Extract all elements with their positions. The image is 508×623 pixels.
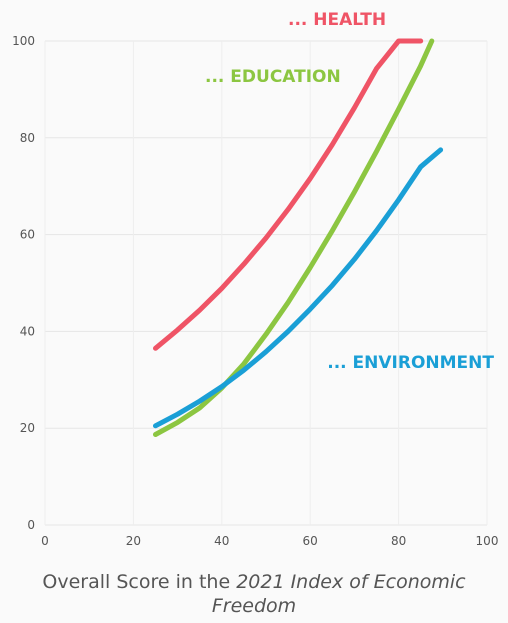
x-axis-title-prefix: Overall Score in the (42, 571, 237, 593)
x-tick-label: 60 (303, 534, 318, 548)
x-axis-ticks: 0 20 40 60 80 100 (41, 534, 498, 548)
series-lines (153, 38, 444, 437)
y-tick-label: 60 (20, 228, 35, 242)
y-tick-label: 20 (20, 421, 35, 435)
y-tick-label: 100 (12, 34, 35, 48)
series-line-education (153, 38, 435, 437)
series-labels: ... HEALTH ... EDUCATION ... ENVIRONMENT (205, 10, 494, 373)
y-tick-label: 40 (20, 324, 35, 338)
series-label-environment: ... ENVIRONMENT (327, 353, 494, 373)
y-tick-label: 0 (27, 518, 35, 532)
x-tick-label: 40 (214, 534, 229, 548)
x-axis-title: Overall Score in the 2021 Index of Econo… (0, 570, 508, 618)
x-tick-label: 80 (391, 534, 406, 548)
x-tick-label: 0 (41, 534, 49, 548)
grid-lines (44, 40, 488, 526)
series-label-health: ... HEALTH (288, 10, 386, 30)
x-tick-label: 100 (476, 534, 499, 548)
series-label-education: ... EDUCATION (205, 67, 341, 87)
y-axis-ticks: 0 20 40 60 80 100 (12, 34, 35, 532)
line-chart: 0 20 40 60 80 100 0 20 40 60 80 100 ... HEALTH ...… (12, 10, 498, 548)
x-axis-title-emphasis: 2021 Index of Economic Freedom (211, 571, 466, 617)
y-tick-label: 80 (20, 131, 35, 145)
series-line-health (153, 38, 424, 351)
x-tick-label: 20 (126, 534, 141, 548)
series-line-environment (153, 147, 444, 429)
